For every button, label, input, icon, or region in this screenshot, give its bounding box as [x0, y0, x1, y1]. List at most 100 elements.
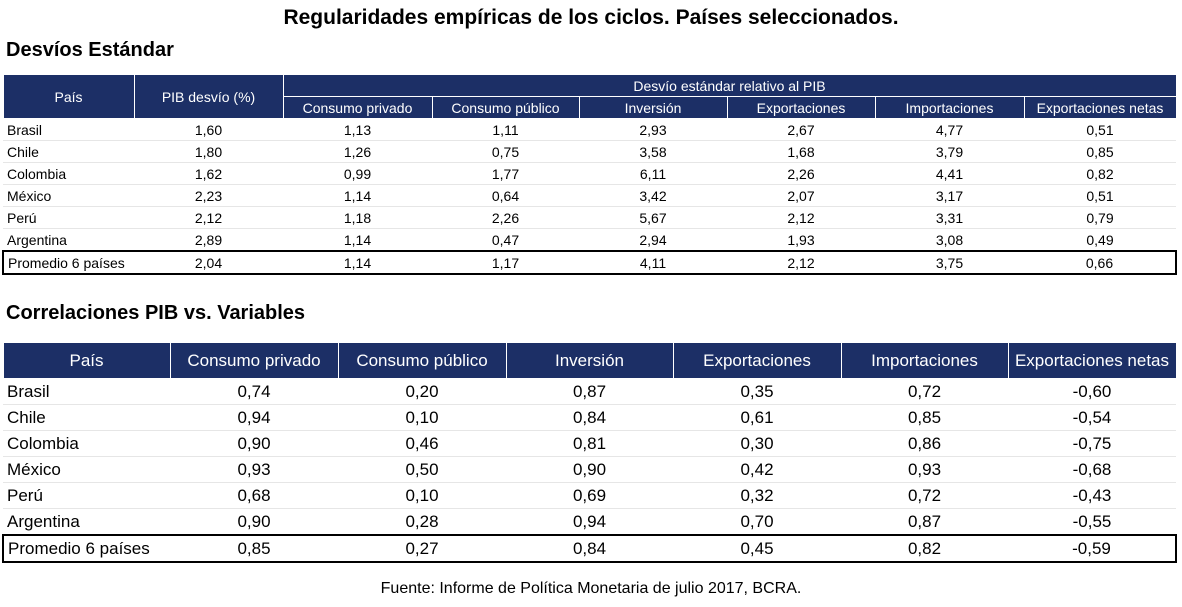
std-header-col: Exportaciones	[726, 96, 876, 119]
source-note: Fuente: Informe de Política Monetaria de…	[380, 580, 802, 597]
country-cell: Colombia	[3, 162, 134, 185]
value-cell: 0,49	[1024, 228, 1176, 252]
value-cell: 0,81	[506, 430, 673, 457]
std-header-country: País	[2, 74, 135, 119]
value-cell: 1,80	[134, 140, 283, 163]
value-cell: 1,13	[283, 118, 432, 141]
value-cell: 3,75	[875, 250, 1024, 275]
value-cell: 2,23	[134, 184, 283, 207]
corr-header-col: Importaciones	[840, 342, 1009, 379]
value-cell: 1,17	[432, 250, 579, 275]
value-cell: 0,84	[506, 534, 673, 563]
value-cell: 2,93	[579, 118, 727, 141]
value-cell: 1,93	[727, 228, 875, 252]
value-cell: 0,68	[170, 482, 338, 509]
value-cell: 0,74	[170, 378, 338, 405]
std-header-col: Consumo privado	[282, 96, 433, 119]
average-row: Promedio 6 países 0,85 0,27 0,84 0,45 0,…	[2, 534, 1177, 563]
value-cell: 0,35	[673, 378, 841, 405]
value-cell: 0,85	[841, 404, 1008, 431]
page-title: Regularidades empíricas de los ciclos. P…	[283, 6, 899, 29]
value-cell: 1,62	[134, 162, 283, 185]
country-cell: Brasil	[3, 118, 134, 141]
country-cell: Brasil	[3, 378, 170, 405]
value-cell: 0,45	[673, 534, 841, 563]
value-cell: 0,20	[338, 378, 506, 405]
value-cell: 1,14	[283, 228, 432, 252]
table-row: Colombia 1,62 0,99 1,77 6,11 2,26 4,41 0…	[3, 162, 1176, 185]
value-cell: 3,79	[875, 140, 1024, 163]
value-cell: 0,87	[841, 508, 1008, 536]
corr-header-col: Exportaciones	[672, 342, 842, 379]
value-cell: 0,50	[338, 456, 506, 483]
value-cell: 0,61	[673, 404, 841, 431]
corr-header-country: País	[2, 342, 171, 379]
value-cell: 3,17	[875, 184, 1024, 207]
corr-section-title: Correlaciones PIB vs. Variables	[6, 302, 306, 324]
std-header-col: Exportaciones netas	[1023, 96, 1177, 119]
value-cell: 0,99	[283, 162, 432, 185]
value-cell: 3,31	[875, 206, 1024, 229]
table-row: México 0,93 0,50 0,90 0,42 0,93 -0,68	[3, 456, 1176, 483]
country-cell: México	[3, 184, 134, 207]
country-cell: Promedio 6 países	[2, 250, 134, 275]
value-cell: 0,93	[170, 456, 338, 483]
table-row: Brasil 1,60 1,13 1,11 2,93 2,67 4,77 0,5…	[3, 118, 1176, 141]
table-row: Perú 2,12 1,18 2,26 5,67 2,12 3,31 0,79	[3, 206, 1176, 229]
value-cell: 0,46	[338, 430, 506, 457]
value-cell: 0,86	[841, 430, 1008, 457]
value-cell: -0,75	[1008, 430, 1176, 457]
value-cell: 0,85	[170, 534, 338, 563]
std-section-title: Desvíos Estándar	[6, 39, 174, 61]
corr-header-col: Exportaciones netas	[1007, 342, 1177, 379]
value-cell: 3,58	[579, 140, 727, 163]
value-cell: -0,43	[1008, 482, 1176, 509]
value-cell: 0,72	[841, 378, 1008, 405]
value-cell: 6,11	[579, 162, 727, 185]
value-cell: 0,30	[673, 430, 841, 457]
value-cell: 5,67	[579, 206, 727, 229]
country-cell: Colombia	[3, 430, 170, 457]
value-cell: 0,84	[506, 404, 673, 431]
std-header-gdp: PIB desvío (%)	[133, 74, 284, 119]
table-row: Brasil 0,74 0,20 0,87 0,35 0,72 -0,60	[3, 378, 1176, 405]
value-cell: -0,59	[1008, 534, 1177, 563]
value-cell: 0,64	[432, 184, 579, 207]
value-cell: 0,94	[170, 404, 338, 431]
value-cell: 0,69	[506, 482, 673, 509]
country-cell: Argentina	[3, 508, 170, 536]
value-cell: 0,42	[673, 456, 841, 483]
country-cell: Argentina	[3, 228, 134, 252]
std-header-col: Consumo público	[431, 96, 580, 119]
table-row: Argentina 0,90 0,28 0,94 0,70 0,87 -0,55	[3, 508, 1176, 536]
value-cell: 1,14	[283, 184, 432, 207]
value-cell: 0,82	[841, 534, 1008, 563]
value-cell: 2,04	[134, 250, 283, 275]
corr-header-col: Consumo público	[337, 342, 507, 379]
value-cell: 3,42	[579, 184, 727, 207]
table-row: Perú 0,68 0,10 0,69 0,32 0,72 -0,43	[3, 482, 1176, 509]
value-cell: 2,67	[727, 118, 875, 141]
table-row: Colombia 0,90 0,46 0,81 0,30 0,86 -0,75	[3, 430, 1176, 457]
value-cell: 2,12	[134, 206, 283, 229]
value-cell: 0,70	[673, 508, 841, 536]
value-cell: 0,27	[338, 534, 506, 563]
country-cell: México	[3, 456, 170, 483]
value-cell: 0,72	[841, 482, 1008, 509]
value-cell: 1,11	[432, 118, 579, 141]
std-header-col: Inversión	[578, 96, 728, 119]
value-cell: 2,12	[727, 206, 875, 229]
value-cell: 2,94	[579, 228, 727, 252]
value-cell: 0,85	[1024, 140, 1176, 163]
value-cell: 0,94	[506, 508, 673, 536]
value-cell: 0,10	[338, 404, 506, 431]
value-cell: 0,10	[338, 482, 506, 509]
value-cell: 0,28	[338, 508, 506, 536]
value-cell: 2,26	[432, 206, 579, 229]
value-cell: 1,77	[432, 162, 579, 185]
value-cell: 2,89	[134, 228, 283, 252]
table-row: Chile 1,80 1,26 0,75 3,58 1,68 3,79 0,85	[3, 140, 1176, 163]
value-cell: 0,90	[506, 456, 673, 483]
value-cell: 2,12	[727, 250, 875, 275]
value-cell: 1,14	[283, 250, 432, 275]
